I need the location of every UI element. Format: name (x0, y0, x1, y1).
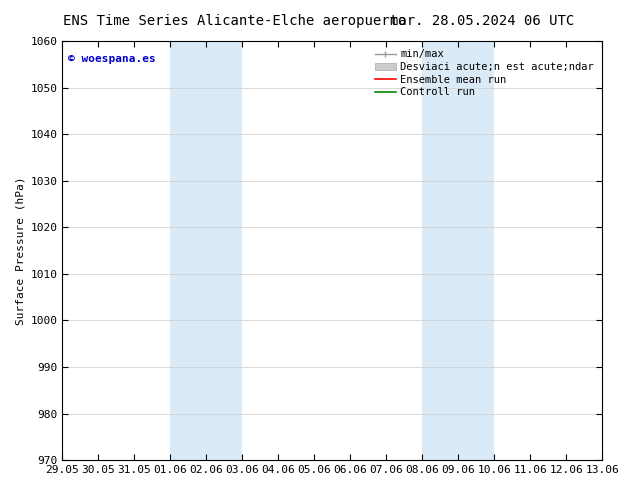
Bar (422, 41, 494, 460)
Legend: min/max, Desviaci acute;n est acute;ndar, Ensemble mean run, Controll run: min/max, Desviaci acute;n est acute;ndar… (372, 46, 597, 100)
Bar (171, 41, 242, 460)
Text: © woespana.es: © woespana.es (68, 53, 155, 64)
Text: ENS Time Series Alicante-Elche aeropuerto: ENS Time Series Alicante-Elche aeropuert… (63, 14, 406, 28)
Y-axis label: Surface Pressure (hPa): Surface Pressure (hPa) (15, 176, 25, 325)
Text: mar. 28.05.2024 06 UTC: mar. 28.05.2024 06 UTC (390, 14, 574, 28)
